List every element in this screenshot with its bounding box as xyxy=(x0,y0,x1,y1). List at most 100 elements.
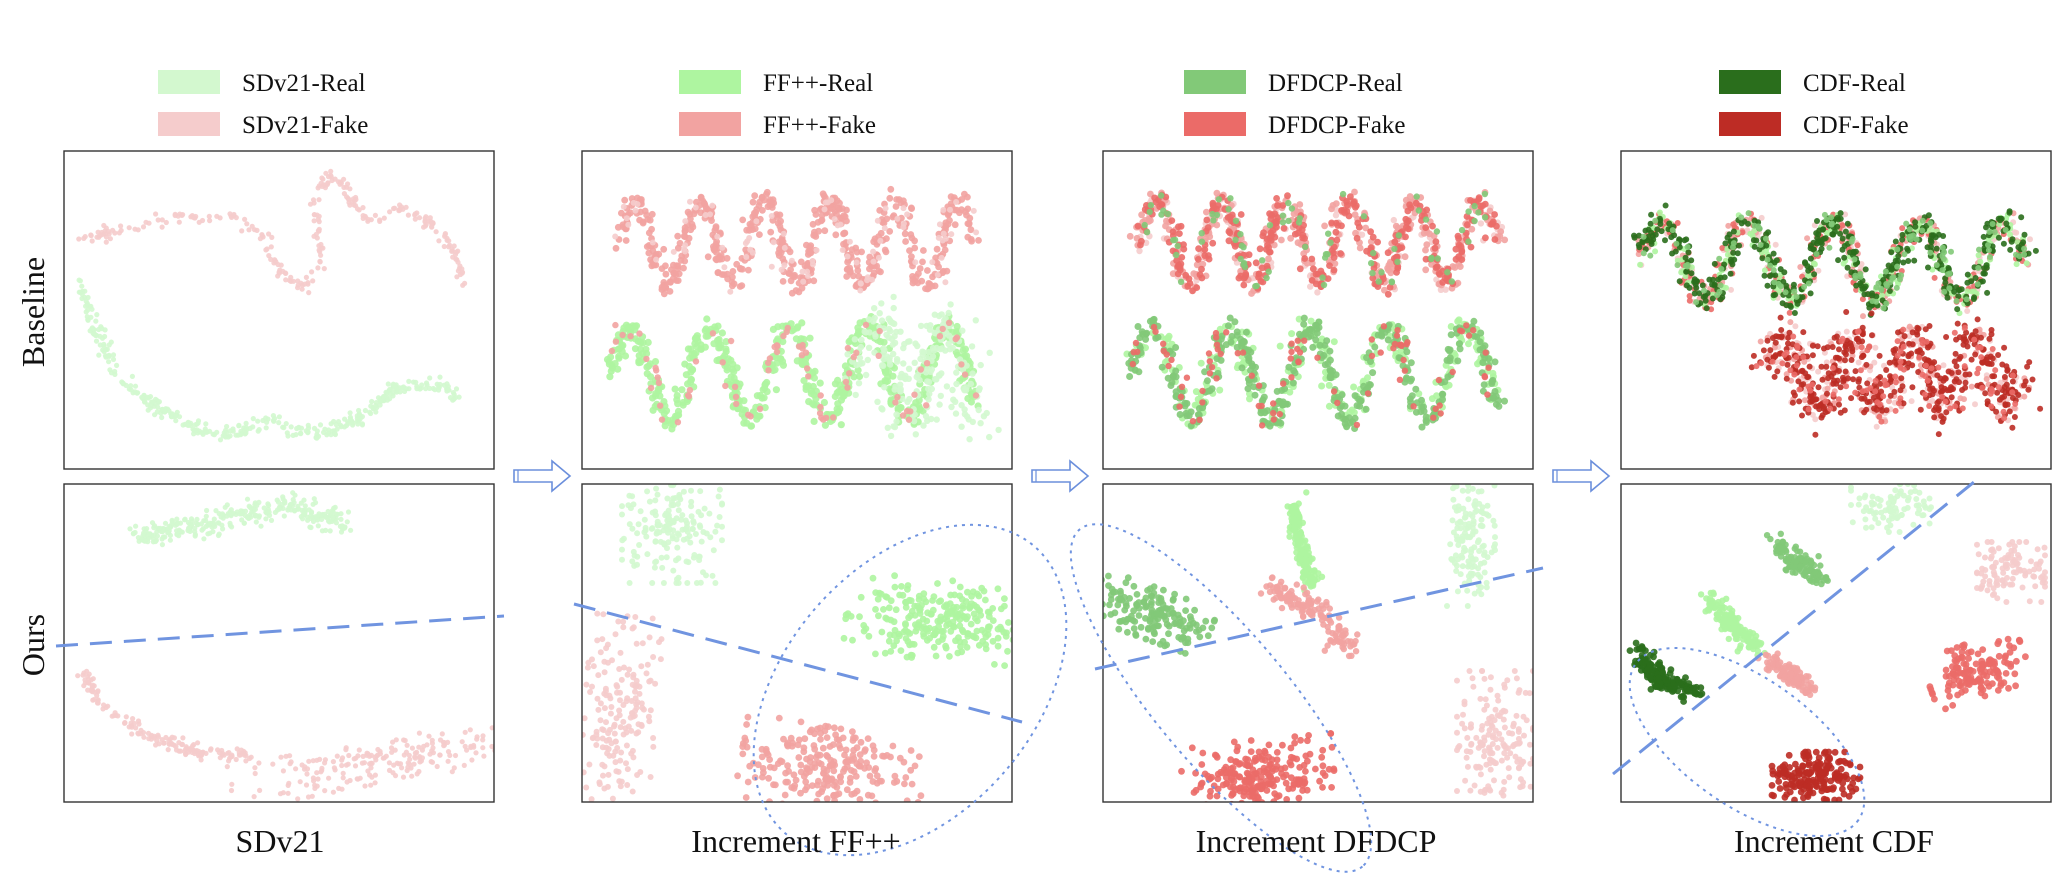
point xyxy=(745,266,752,274)
point xyxy=(1386,283,1394,291)
legend-label: SDv21-Fake xyxy=(242,112,368,139)
point xyxy=(1485,364,1492,371)
point xyxy=(1975,252,1982,259)
point xyxy=(288,278,294,284)
point xyxy=(1270,409,1277,417)
point xyxy=(1757,241,1764,248)
point xyxy=(803,365,811,372)
point xyxy=(1872,344,1879,351)
point xyxy=(135,227,141,233)
point xyxy=(325,430,331,436)
point xyxy=(1268,232,1275,239)
point xyxy=(155,217,161,223)
point xyxy=(953,380,960,388)
point xyxy=(1321,222,1328,230)
point xyxy=(1368,352,1376,360)
point xyxy=(1356,244,1364,252)
point xyxy=(1422,216,1430,223)
point xyxy=(845,338,853,346)
legends: SDv21-RealSDv21-FakeFF++-RealFF++-FakeDF… xyxy=(158,70,1909,139)
point xyxy=(203,429,209,435)
point xyxy=(1725,222,1732,229)
point xyxy=(712,223,720,231)
point xyxy=(952,398,959,405)
point xyxy=(1322,254,1329,261)
point xyxy=(1481,190,1489,198)
point xyxy=(321,182,327,188)
point xyxy=(1314,289,1321,296)
point xyxy=(1404,339,1411,346)
point xyxy=(442,232,448,238)
point xyxy=(1208,364,1216,371)
point xyxy=(1816,227,1823,234)
point xyxy=(1358,231,1366,238)
point xyxy=(1206,370,1214,377)
point xyxy=(1258,422,1266,429)
point xyxy=(1987,254,1993,260)
point xyxy=(682,371,691,379)
point xyxy=(392,383,398,389)
point xyxy=(743,226,751,234)
point xyxy=(874,398,881,405)
point xyxy=(819,190,827,198)
point xyxy=(731,383,739,390)
point xyxy=(942,347,949,354)
point xyxy=(986,349,993,356)
point xyxy=(936,401,943,408)
point xyxy=(1239,349,1247,356)
point xyxy=(839,247,846,253)
point xyxy=(844,258,851,266)
point xyxy=(1281,385,1289,393)
point xyxy=(1886,398,1892,405)
point xyxy=(1763,247,1769,254)
point xyxy=(1882,268,1889,275)
point xyxy=(436,238,442,244)
point xyxy=(1413,193,1420,200)
point xyxy=(1980,270,1987,277)
point xyxy=(923,360,931,367)
point xyxy=(612,233,619,240)
point xyxy=(834,400,842,408)
point xyxy=(93,332,99,339)
point xyxy=(832,231,840,239)
point xyxy=(276,270,282,276)
point xyxy=(1217,350,1224,358)
point xyxy=(89,238,95,244)
point xyxy=(1256,245,1264,253)
point xyxy=(886,361,894,368)
point xyxy=(2000,240,2007,247)
point xyxy=(876,310,883,317)
point xyxy=(767,228,775,236)
point xyxy=(809,258,816,264)
point xyxy=(761,404,769,412)
point xyxy=(1442,286,1449,293)
point xyxy=(1328,219,1335,227)
point xyxy=(1471,217,1478,225)
point xyxy=(662,262,669,270)
point xyxy=(1130,349,1137,356)
point xyxy=(2002,226,2009,233)
point xyxy=(773,342,781,349)
point xyxy=(1907,233,1914,240)
point xyxy=(605,357,613,366)
point xyxy=(1377,349,1384,356)
point xyxy=(135,390,141,396)
point xyxy=(318,241,324,248)
point xyxy=(1394,263,1402,270)
point xyxy=(800,278,807,285)
point xyxy=(1834,223,1841,230)
point xyxy=(1985,242,1991,248)
point xyxy=(112,371,118,377)
point xyxy=(1201,368,1209,376)
point xyxy=(387,386,393,392)
point xyxy=(855,272,863,280)
point xyxy=(233,432,239,438)
point xyxy=(310,278,316,284)
point xyxy=(646,373,655,381)
point xyxy=(146,220,152,226)
point xyxy=(1369,269,1376,277)
point xyxy=(441,243,447,250)
point xyxy=(969,418,976,426)
point xyxy=(1976,246,1982,253)
point xyxy=(910,418,918,425)
